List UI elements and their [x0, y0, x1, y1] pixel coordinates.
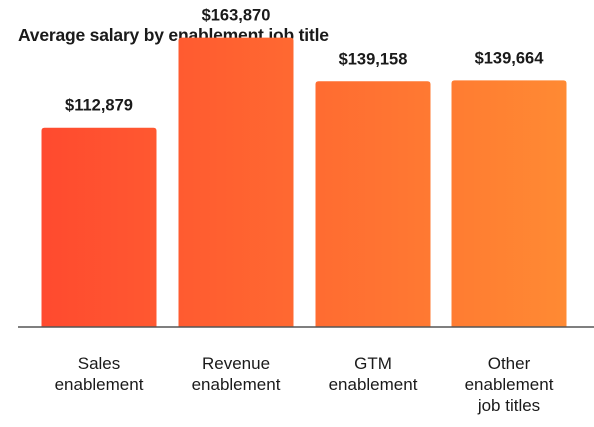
category-label-line: Revenue — [202, 354, 270, 373]
bar-value-label: $163,870 — [202, 7, 271, 25]
category-label: Sales enablement — [55, 354, 144, 394]
bar — [41, 127, 157, 328]
category-label-line: enablement — [465, 375, 554, 394]
bar — [315, 81, 431, 327]
bar-value-label: $112,879 — [65, 97, 133, 115]
category-label-line: Other — [488, 354, 531, 373]
bar-value-label: $139,158 — [339, 50, 408, 68]
category-label: GTM enablement — [329, 354, 418, 394]
category-label: Revenue enablement — [192, 354, 281, 394]
bar — [178, 37, 294, 327]
category-label-line: enablement — [55, 375, 144, 394]
category-label-line: Sales — [78, 354, 121, 373]
category-label-line: GTM — [354, 354, 392, 373]
category-label-line: enablement — [192, 375, 281, 394]
bar — [451, 80, 567, 327]
category-label-line: job titles — [477, 396, 540, 415]
bar-value-label: $139,664 — [475, 49, 545, 67]
category-label: Other enablement job titles — [465, 354, 554, 415]
category-label-line: enablement — [329, 375, 418, 394]
